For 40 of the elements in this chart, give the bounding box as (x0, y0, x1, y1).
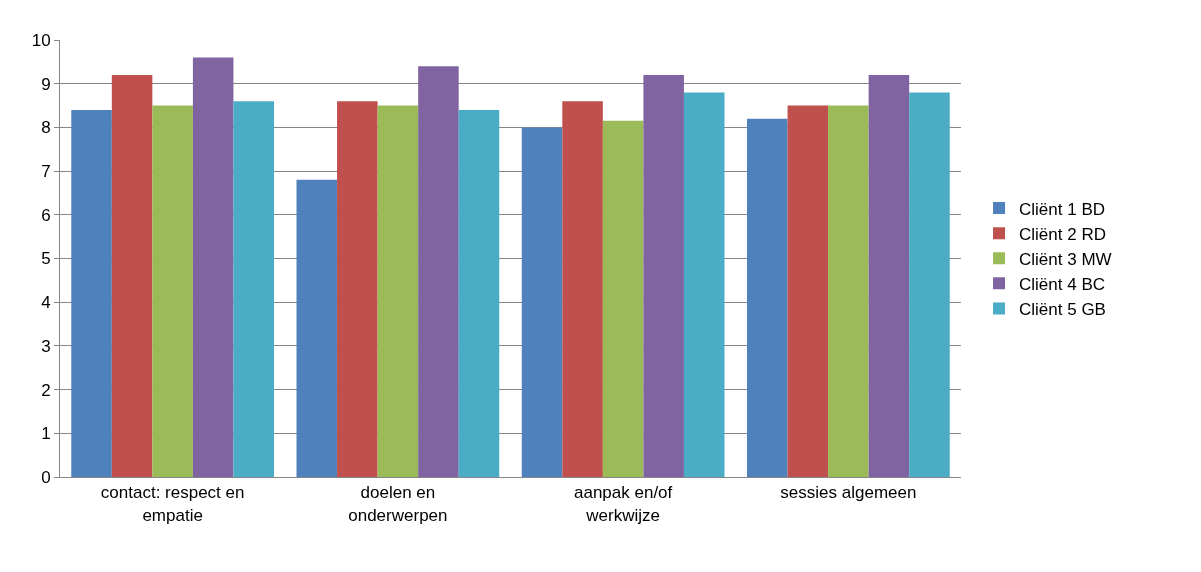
x-tick-label: aanpak en/of werkwijze (573, 483, 673, 525)
bar (521, 127, 563, 477)
y-tick-label: 10 (31, 30, 51, 50)
y-tick-label: 0 (41, 467, 51, 487)
bar (111, 74, 153, 477)
y-tick-label: 4 (41, 293, 51, 313)
legend-label: Cliënt 3 MW (1019, 249, 1112, 269)
legend-label: Cliënt 2 RD (1019, 224, 1106, 244)
x-tick-label: doelen en onderwerpen (348, 483, 448, 525)
y-tick-label: 8 (41, 118, 51, 138)
bar (418, 66, 459, 477)
bar (683, 92, 725, 477)
bar (377, 105, 419, 477)
y-tick-label: 9 (41, 74, 51, 94)
legend-label: Cliënt 1 BD (1019, 199, 1105, 219)
x-tick-label: contact: respect en empatie (100, 483, 245, 525)
bar (643, 74, 684, 477)
y-tick-label: 5 (41, 249, 51, 269)
legend-label: Cliënt 4 BC (1019, 274, 1105, 294)
y-tick-label: 2 (41, 380, 51, 400)
bar (71, 109, 112, 477)
y-tick-label: 7 (41, 162, 51, 182)
y-tick-label: 6 (41, 205, 51, 225)
bar (787, 105, 829, 477)
bar (562, 101, 603, 477)
bar (233, 101, 274, 477)
bar (458, 109, 500, 477)
legend-label: Cliënt 5 GB (1019, 300, 1106, 320)
y-tick-label: 3 (41, 336, 51, 356)
x-tick-label: sessies algemeen (780, 483, 917, 503)
bar (747, 118, 788, 477)
bar (296, 179, 338, 477)
bar (868, 74, 910, 477)
bar (602, 120, 644, 477)
bar (828, 105, 869, 477)
bar (909, 92, 950, 477)
bar (152, 105, 193, 477)
bar (192, 57, 234, 477)
y-tick-label: 1 (41, 424, 51, 444)
bar (337, 101, 378, 477)
